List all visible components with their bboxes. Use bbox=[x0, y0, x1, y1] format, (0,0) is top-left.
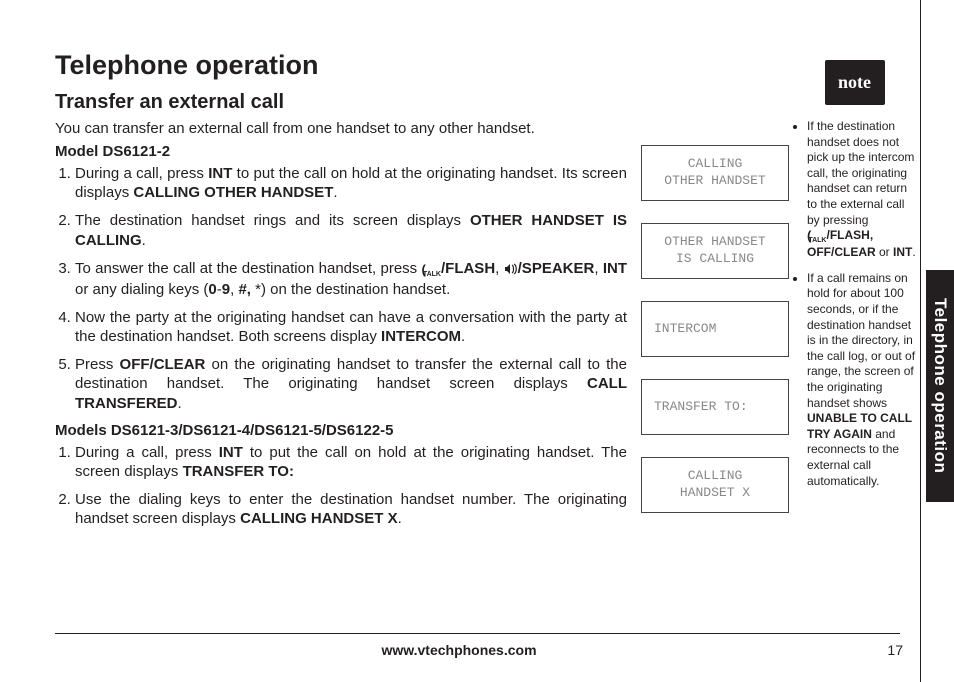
speaker-icon bbox=[504, 260, 518, 277]
page-number: 17 bbox=[863, 642, 903, 658]
step-4: Now the party at the originating handset… bbox=[75, 308, 627, 346]
note-block: note If the destination handset does not… bbox=[793, 60, 916, 499]
page-title: Telephone operation bbox=[55, 50, 789, 81]
note-list: If the destination handset does not pick… bbox=[793, 119, 916, 489]
model-2-label: Models DS6121-3/DS6121-4/DS6121-5/DS6122… bbox=[55, 422, 627, 439]
main-content: Model DS6121-2 During a call, press INT … bbox=[55, 143, 789, 538]
note-badge: note bbox=[825, 60, 885, 105]
step-5: Press OFF/CLEAR on the originating hands… bbox=[75, 355, 627, 413]
lcd-other-calling: OTHER HANDSET IS CALLING bbox=[641, 223, 789, 279]
lcd-intercom: INTERCOM bbox=[641, 301, 789, 357]
step-2b: Use the dialing keys to enter the destin… bbox=[75, 490, 627, 528]
footer-rule bbox=[55, 633, 900, 634]
step-3: To answer the call at the destination ha… bbox=[75, 259, 627, 299]
lcd-calling-handset: CALLING HANDSET X bbox=[641, 457, 789, 513]
left-column: Model DS6121-2 During a call, press INT … bbox=[55, 143, 627, 538]
note-2: If a call remains on hold for about 100 … bbox=[807, 271, 916, 489]
talk-label: TALK bbox=[423, 271, 441, 278]
intro-text: You can transfer an external call from o… bbox=[55, 120, 789, 137]
lcd-calling-other: CALLING OTHER HANDSET bbox=[641, 145, 789, 201]
step-1b: During a call, press INT to put the call… bbox=[75, 443, 627, 481]
side-tab-label: Telephone operation bbox=[930, 298, 950, 473]
section-title: Transfer an external call bbox=[55, 91, 789, 114]
lcd-column: CALLING OTHER HANDSET OTHER HANDSET IS C… bbox=[641, 143, 789, 538]
step-2: The destination handset rings and its sc… bbox=[75, 211, 627, 249]
footer-url: www.vtechphones.com bbox=[55, 642, 863, 658]
footer: www.vtechphones.com 17 bbox=[55, 642, 903, 658]
vertical-rule bbox=[920, 0, 921, 682]
side-tab: Telephone operation bbox=[926, 270, 954, 502]
steps-model-2: During a call, press INT to put the call… bbox=[55, 443, 627, 529]
steps-model-1: During a call, press INT to put the call… bbox=[55, 164, 627, 413]
lcd-transfer-to: TRANSFER TO: bbox=[641, 379, 789, 435]
model-1-label: Model DS6121-2 bbox=[55, 143, 627, 160]
note-1: If the destination handset does not pick… bbox=[807, 119, 916, 261]
talk-label: TALK bbox=[808, 237, 826, 244]
step-1: During a call, press INT to put the call… bbox=[75, 164, 627, 202]
